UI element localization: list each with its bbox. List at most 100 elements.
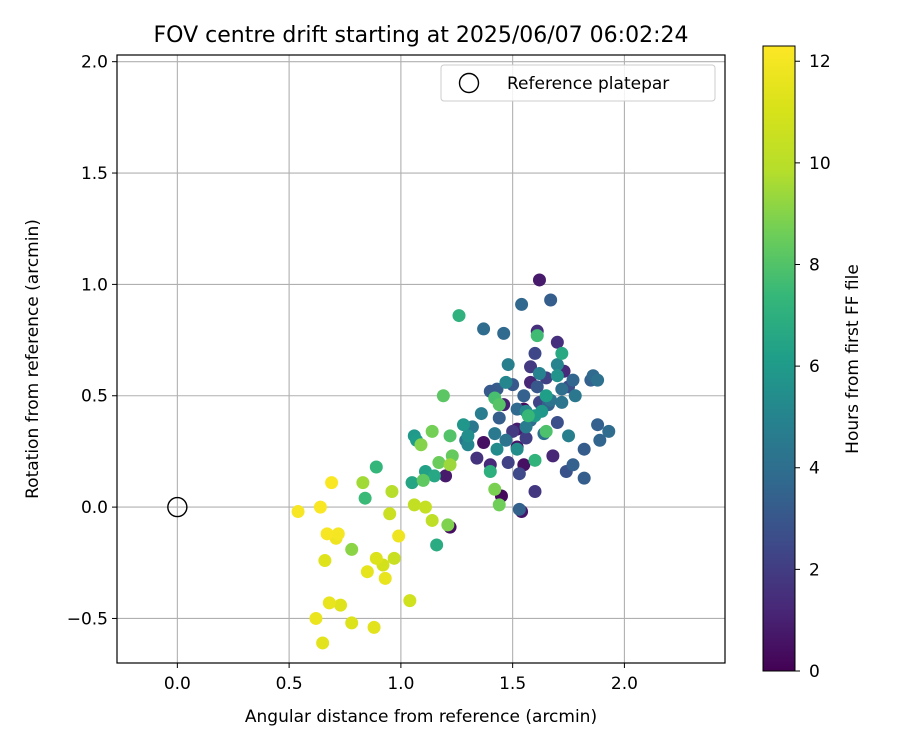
data-point — [528, 453, 542, 467]
data-point — [291, 505, 305, 519]
data-point — [316, 636, 330, 650]
colorbar-tick-label: 12 — [809, 52, 831, 72]
x-tick-label: 1.0 — [387, 674, 414, 694]
data-point — [530, 329, 544, 343]
colorbar-label: Hours from first FF file — [843, 264, 863, 454]
colorbar-tick-label: 2 — [809, 560, 820, 580]
data-point — [519, 420, 533, 434]
data-points — [291, 273, 616, 650]
data-point — [439, 469, 453, 483]
data-point — [443, 458, 457, 472]
data-point — [490, 442, 504, 456]
data-point — [593, 433, 607, 447]
data-point — [550, 358, 564, 372]
y-tick-label: 0.0 — [81, 498, 108, 518]
data-point — [512, 502, 526, 516]
legend: Reference platepar — [440, 64, 716, 102]
data-point — [387, 551, 401, 565]
data-point — [501, 358, 515, 372]
data-point — [461, 429, 475, 443]
data-point — [550, 369, 564, 383]
data-point — [461, 438, 475, 452]
data-point — [430, 538, 444, 552]
data-point — [367, 620, 381, 634]
y-tick-label: 0.5 — [81, 387, 108, 407]
data-point — [436, 389, 450, 403]
data-point — [577, 442, 591, 456]
colorbar-tick-label: 0 — [809, 662, 820, 682]
data-point — [510, 442, 524, 456]
data-point — [392, 529, 406, 543]
y-axis-ticks: −0.5 0.0 0.5 1.0 1.5 2.0 — [67, 53, 117, 629]
data-point — [416, 473, 430, 487]
x-axis-ticks: 0.0 0.5 1.0 1.5 2.0 — [164, 663, 638, 694]
data-point — [405, 476, 419, 490]
data-point — [528, 346, 542, 360]
y-tick-label: 1.5 — [81, 164, 108, 184]
data-point — [497, 326, 511, 340]
y-tick-label: 1.0 — [81, 275, 108, 295]
data-point — [441, 518, 455, 532]
data-point — [501, 456, 515, 470]
data-point — [492, 411, 506, 425]
data-point — [432, 456, 446, 470]
data-point — [403, 594, 417, 608]
data-point — [550, 415, 564, 429]
legend-box — [440, 64, 716, 102]
data-point — [515, 297, 529, 311]
data-point — [474, 407, 488, 421]
data-point — [492, 398, 506, 412]
plot-frame — [116, 54, 726, 664]
x-tick-label: 0.0 — [164, 674, 191, 694]
data-point — [369, 460, 383, 474]
data-point — [519, 431, 533, 445]
colorbar-tick-label: 8 — [809, 255, 820, 275]
data-point — [320, 527, 334, 541]
y-tick-label: −0.5 — [67, 609, 108, 629]
data-point — [524, 360, 538, 374]
data-point — [322, 596, 336, 610]
data-point — [385, 485, 399, 499]
data-point — [334, 598, 348, 612]
data-point — [470, 451, 484, 465]
data-point — [427, 469, 441, 483]
data-point — [546, 449, 560, 463]
data-point — [506, 424, 520, 438]
chart-title: FOV centre drift starting at 2025/06/07 … — [154, 23, 689, 48]
data-point — [555, 382, 569, 396]
x-tick-label: 0.5 — [276, 674, 303, 694]
data-point — [318, 554, 332, 568]
data-point — [517, 389, 531, 403]
x-tick-label: 2.0 — [611, 674, 638, 694]
data-point — [452, 309, 466, 323]
data-point — [555, 346, 569, 360]
data-point — [591, 418, 605, 432]
data-point — [309, 611, 323, 625]
y-tick-label: 2.0 — [81, 53, 108, 73]
colorbar-tick-label: 10 — [809, 154, 831, 174]
data-point — [492, 498, 506, 512]
data-point — [345, 542, 359, 556]
data-point — [544, 293, 558, 307]
data-point — [532, 366, 546, 380]
data-point — [568, 389, 582, 403]
data-point — [532, 273, 546, 287]
data-point — [528, 485, 542, 499]
data-point — [331, 527, 345, 541]
data-point — [358, 491, 372, 505]
legend-entry: Reference platepar — [507, 74, 669, 94]
data-point — [345, 616, 359, 630]
data-point — [477, 322, 491, 336]
data-point — [477, 436, 491, 450]
colorbar-tick-label: 4 — [809, 459, 820, 479]
x-axis-label: Angular distance from reference (arcmin) — [245, 707, 597, 727]
colorbar: 0 2 4 6 8 10 12 Hours from first FF file — [762, 45, 863, 682]
data-point — [512, 467, 526, 481]
data-point — [555, 395, 569, 409]
data-point — [539, 424, 553, 438]
grid-lines — [117, 55, 725, 663]
data-point — [414, 438, 428, 452]
data-point — [521, 409, 535, 423]
data-point — [418, 500, 432, 514]
